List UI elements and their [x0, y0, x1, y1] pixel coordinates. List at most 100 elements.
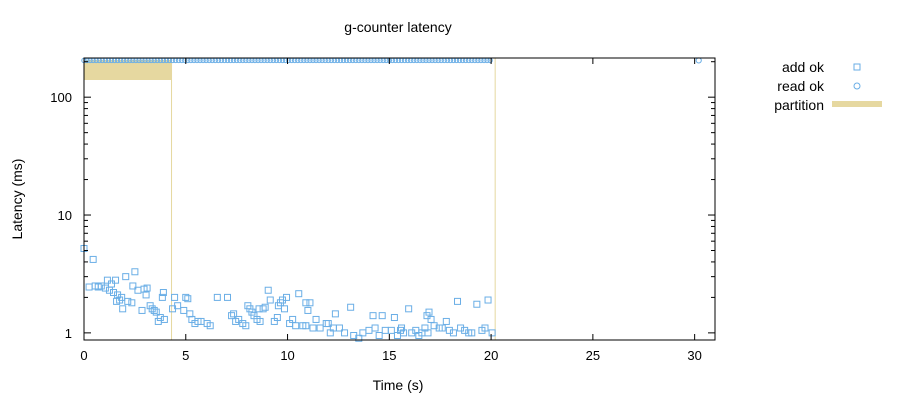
- data-point-add-ok: [264, 286, 272, 294]
- data-point-add-ok: [408, 329, 416, 337]
- data-point-add-ok: [473, 300, 481, 308]
- data-point-add-ok: [142, 291, 150, 299]
- data-point-add-ok: [274, 302, 282, 310]
- data-point-add-ok: [182, 293, 190, 301]
- data-point-add-ok: [425, 308, 433, 316]
- data-point-add-ok: [292, 322, 300, 330]
- data-point-add-ok: [273, 314, 281, 322]
- partition-band: [84, 60, 172, 80]
- data-point-add-ok: [110, 289, 118, 297]
- data-point-add-ok: [449, 329, 457, 337]
- data-point-add-ok: [442, 317, 450, 325]
- x-tick-label: 10: [280, 348, 294, 363]
- data-point-add-ok: [156, 314, 164, 322]
- data-point-add-ok: [171, 293, 179, 301]
- data-point-read-ok: [487, 57, 493, 64]
- data-point-add-ok: [302, 322, 310, 330]
- data-point-add-ok: [206, 322, 214, 330]
- data-point-add-ok: [119, 305, 127, 313]
- data-point-add-ok: [122, 273, 130, 281]
- x-tick-label: 15: [382, 348, 396, 363]
- data-point-add-ok: [118, 293, 126, 301]
- data-point-add-ok: [283, 293, 291, 301]
- data-point-add-ok: [259, 305, 267, 313]
- data-point-add-ok: [405, 305, 413, 313]
- data-point-add-ok: [461, 326, 469, 334]
- data-point-add-ok: [180, 306, 188, 314]
- legend-marker-read-ok: [853, 82, 861, 90]
- data-point-add-ok: [309, 324, 317, 332]
- data-point-add-ok: [378, 312, 386, 320]
- data-point-add-ok: [347, 303, 355, 311]
- legend: add ok read ok partition: [774, 59, 882, 113]
- plot-frame: [83, 57, 716, 341]
- data-point-add-ok: [232, 317, 240, 325]
- data-point-add-ok: [355, 334, 363, 342]
- data-point-add-ok: [152, 308, 160, 316]
- data-point-add-ok: [438, 324, 446, 332]
- x-tick-label: 5: [182, 348, 189, 363]
- points-layer: [80, 57, 702, 342]
- data-point-add-ok: [228, 312, 236, 320]
- data-point-add-ok: [335, 324, 343, 332]
- data-point-add-ok: [488, 329, 496, 337]
- data-point-add-ok: [454, 297, 462, 305]
- data-point-add-ok: [242, 322, 250, 330]
- data-point-add-ok: [375, 331, 383, 339]
- legend-label-add-ok: add ok: [782, 59, 825, 75]
- data-point-add-ok: [280, 305, 288, 313]
- x-axis: 0 5 10 15 20 25 30: [80, 58, 702, 363]
- legend-marker-partition: [832, 101, 882, 107]
- x-tick-label: 30: [687, 348, 701, 363]
- data-point-add-ok: [128, 299, 136, 307]
- data-point-add-ok: [457, 324, 465, 332]
- data-point-add-ok: [445, 326, 453, 334]
- data-point-add-ok: [400, 329, 408, 337]
- data-point-add-ok: [224, 293, 232, 301]
- data-point-add-ok: [138, 306, 146, 314]
- x-tick-label: 0: [80, 348, 87, 363]
- data-point-add-ok: [101, 284, 109, 292]
- data-point-add-ok: [398, 324, 406, 332]
- data-point-add-ok: [331, 310, 339, 318]
- data-point-add-ok: [112, 276, 120, 284]
- data-point-add-ok: [107, 280, 115, 288]
- data-point-add-ok: [266, 296, 274, 304]
- data-point-add-ok: [481, 324, 489, 332]
- y-axis-label: Latency (ms): [9, 159, 25, 240]
- data-point-add-ok: [160, 315, 168, 323]
- data-point-add-ok: [381, 326, 389, 334]
- data-point-add-ok: [97, 282, 105, 290]
- data-point-add-ok: [129, 282, 137, 290]
- y-tick-label: 1: [65, 326, 72, 341]
- legend-label-partition: partition: [774, 97, 824, 113]
- data-point-read-ok: [695, 57, 702, 64]
- y-tick-label: 10: [58, 208, 72, 223]
- legend-marker-add-ok: [853, 63, 861, 71]
- data-point-add-ok: [124, 297, 132, 305]
- data-point-add-ok: [184, 295, 192, 303]
- data-point-add-ok: [306, 299, 314, 307]
- data-point-add-ok: [369, 312, 377, 320]
- data-point-add-ok: [423, 312, 431, 320]
- data-point-add-ok: [85, 283, 93, 291]
- data-point-add-ok: [103, 276, 111, 284]
- data-point-add-ok: [424, 329, 432, 337]
- data-point-add-ok: [430, 322, 438, 330]
- chart-title: g-counter latency: [344, 19, 451, 35]
- data-point-add-ok: [143, 284, 151, 292]
- data-point-add-ok: [304, 306, 312, 314]
- y-tick-label: 100: [50, 90, 72, 105]
- data-point-add-ok: [390, 314, 398, 322]
- data-point-add-ok: [213, 293, 221, 301]
- x-tick-label: 25: [586, 348, 600, 363]
- partition-layer: [84, 58, 496, 340]
- data-point-add-ok: [256, 317, 264, 325]
- data-point-add-ok: [105, 286, 113, 294]
- data-point-add-ok: [131, 268, 139, 276]
- data-point-add-ok: [468, 329, 476, 337]
- data-point-add-ok: [113, 297, 121, 305]
- data-point-add-ok: [427, 315, 435, 323]
- legend-label-read-ok: read ok: [777, 78, 825, 94]
